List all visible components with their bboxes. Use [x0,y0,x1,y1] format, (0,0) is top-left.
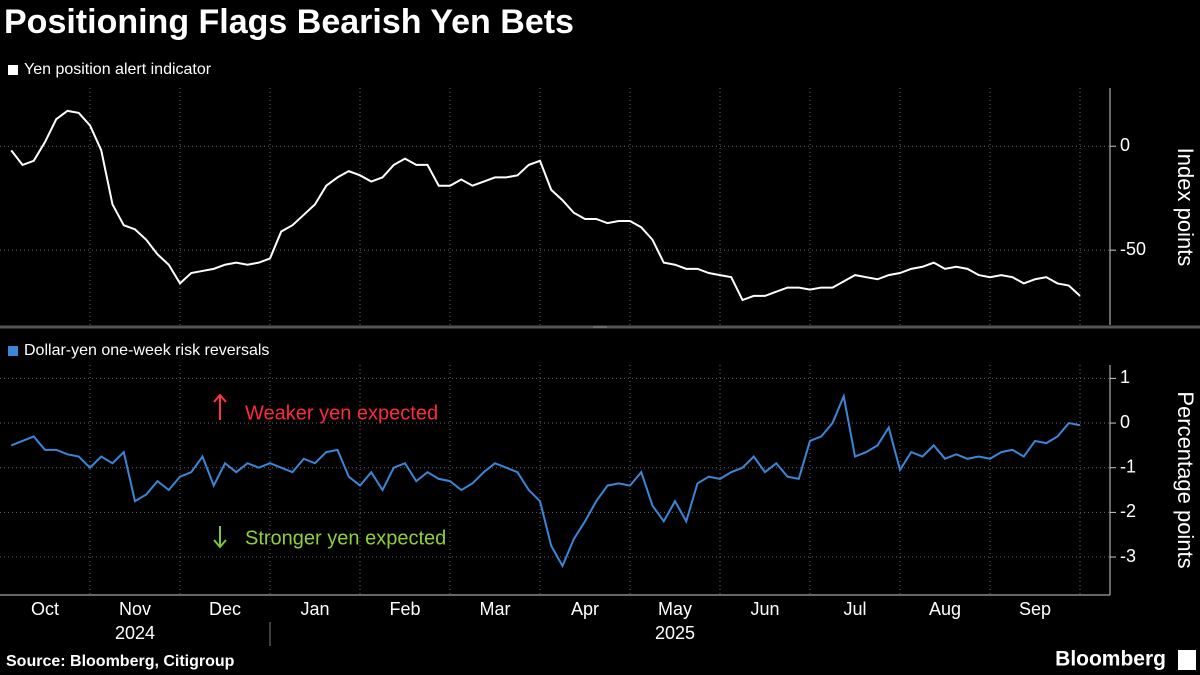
annotation: Weaker yen expected [245,402,438,424]
brand-icon [1178,650,1196,670]
x-tick-label: Sep [1019,599,1051,619]
y-axis-label: Index points [1173,148,1198,267]
y-tick-label: 0 [1120,135,1130,155]
legend-swatch [8,346,18,356]
chart-title: Positioning Flags Bearish Yen Bets [4,3,574,41]
series-line [10,392,1081,569]
y-axis-label: Percentage points [1173,391,1198,568]
x-tick-label: Apr [571,599,599,619]
x-tick-label: Jul [843,599,866,619]
x-tick-label: Jun [750,599,779,619]
arrow-up-head [213,393,227,403]
source: Source: Bloomberg, Citigroup [6,653,235,670]
year-label: 2025 [655,623,695,643]
y-tick-label: -1 [1120,456,1136,476]
x-tick-label: Nov [119,599,151,619]
y-tick-label: 1 [1120,367,1130,387]
y-tick-label: -2 [1120,501,1136,521]
series-line [10,109,1081,302]
y-tick-label: 0 [1120,412,1130,432]
x-tick-label: Mar [480,599,511,619]
x-tick-label: Aug [929,599,961,619]
x-tick-label: May [658,599,692,619]
arrow-down-head [213,539,227,549]
y-tick-label: -50 [1120,239,1146,259]
legend-swatch [8,65,18,75]
legend-label: Dollar-yen one-week risk reversals [24,342,269,359]
annotation: Stronger yen expected [245,527,446,549]
brand: Bloomberg [1055,648,1166,671]
y-tick-label: -3 [1120,546,1136,566]
year-label: 2024 [115,623,155,643]
x-tick-label: Feb [389,599,420,619]
x-tick-label: Jan [300,599,329,619]
legend-label: Yen position alert indicator [24,61,212,78]
x-tick-label: Dec [209,599,241,619]
x-tick-label: Oct [31,599,59,619]
